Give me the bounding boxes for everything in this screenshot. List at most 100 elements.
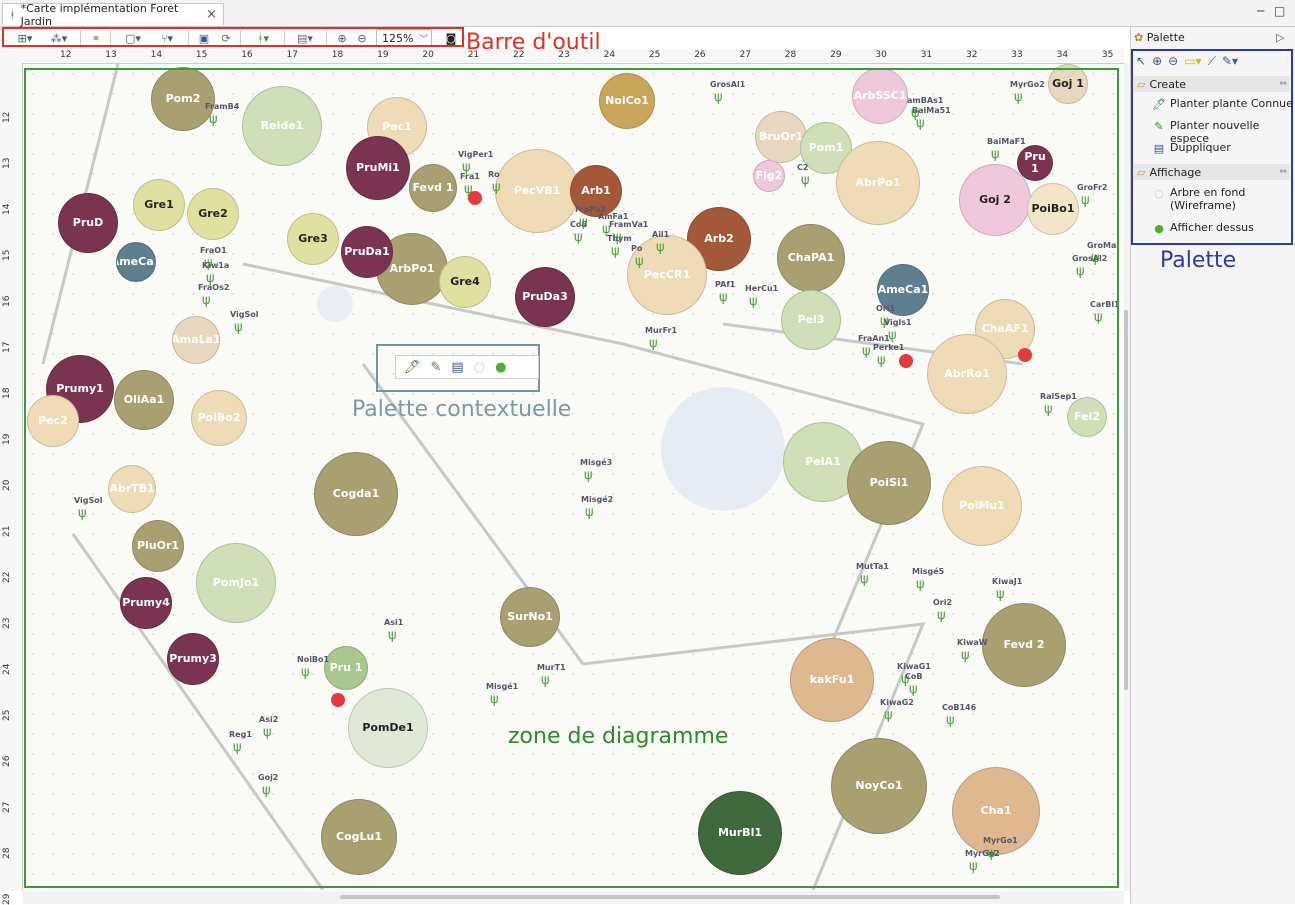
small-plant-label[interactable]: GroMa: [1087, 241, 1117, 250]
small-plant-label[interactable]: GroFr2: [1077, 183, 1108, 192]
small-plant-label[interactable]: Asi2: [259, 715, 279, 724]
small-plant-label[interactable]: Po: [631, 244, 643, 253]
small-plant-label[interactable]: NoiBo1: [297, 655, 330, 664]
refresh-icon[interactable]: ⟳: [221, 31, 231, 45]
plant-node[interactable]: PomJo1: [196, 543, 276, 623]
camera-icon[interactable]: ◙: [445, 31, 457, 45]
plant-node[interactable]: Fevd 1: [409, 164, 457, 212]
plant-node[interactable]: kakFu1: [790, 638, 874, 722]
small-plant-label[interactable]: Reg1: [229, 730, 252, 739]
small-plant-label[interactable]: MyrGo2: [1010, 80, 1045, 89]
plant-node[interactable]: BruOr1: [755, 111, 807, 163]
plant-node[interactable]: AmeCa1: [877, 264, 929, 316]
plant-node[interactable]: Fevd 2: [982, 603, 1066, 687]
plant-node[interactable]: PruD: [58, 193, 118, 253]
plant-node[interactable]: CogLu1: [321, 799, 397, 875]
plant-node[interactable]: Gre4: [439, 256, 491, 308]
plant-node[interactable]: AbrTB1: [108, 465, 156, 513]
plant-node[interactable]: PecCR1: [627, 235, 707, 315]
small-plant-label[interactable]: Misgé3: [580, 458, 613, 467]
plant-node[interactable]: NoyCo1: [831, 738, 927, 834]
small-plant-label[interactable]: FraAn1: [858, 334, 890, 343]
plant-node[interactable]: PruDa3: [515, 267, 575, 327]
plant-node[interactable]: Pei3: [781, 290, 841, 350]
plant-node[interactable]: MurBl1: [698, 791, 782, 875]
plant-node[interactable]: NoiCo1: [599, 73, 655, 129]
pin-icon[interactable]: ⇔: [1279, 79, 1287, 89]
plant-node[interactable]: PluOr1: [132, 520, 184, 572]
export-image-icon[interactable]: ▣: [198, 31, 210, 45]
small-plant-label[interactable]: CoB: [905, 672, 923, 681]
plant-node[interactable]: Pom2: [151, 67, 215, 131]
small-plant-label[interactable]: HerCu1: [745, 284, 779, 293]
small-plant-label[interactable]: Misgé5: [912, 567, 945, 576]
small-plant-label[interactable]: FramB4: [205, 102, 240, 111]
plant-node[interactable]: SurNo1: [500, 587, 560, 647]
plant-node[interactable]: Pru 1: [1017, 145, 1053, 181]
small-plant-label[interactable]: amBAs1: [907, 96, 944, 105]
small-plant-label[interactable]: BaiMa51: [912, 106, 951, 115]
plant-node[interactable]: PruDa1: [341, 226, 393, 278]
maximize-icon[interactable]: □: [1274, 4, 1286, 18]
small-plant-label[interactable]: KiwaJ1: [992, 577, 1023, 586]
plant-node[interactable]: PecVB1: [495, 149, 579, 233]
plant-node[interactable]: PruMi1: [346, 136, 410, 200]
palette-item-afficher-dessus[interactable]: ● Afficher dessus: [1152, 221, 1254, 235]
small-plant-label[interactable]: Fra1: [460, 172, 480, 181]
plant-node[interactable]: Fig2: [753, 160, 785, 192]
plant-node[interactable]: AmeCa2: [116, 242, 156, 282]
plant-node[interactable]: Arb1: [570, 165, 622, 217]
plant-known-icon[interactable]: 🖊: [404, 359, 421, 375]
small-plant-label[interactable]: Ori1: [876, 304, 896, 313]
plant-node[interactable]: ChaPA1: [777, 224, 845, 292]
small-plant-label[interactable]: Ori2: [933, 598, 953, 607]
small-plant-label[interactable]: MyrGo2: [965, 849, 1000, 858]
plant-node[interactable]: Prumy3: [167, 633, 219, 685]
small-plant-label[interactable]: VigSol: [74, 496, 103, 505]
plant-node[interactable]: Gre3: [287, 213, 339, 265]
link-icon[interactable]: ⚭: [91, 31, 101, 45]
palette-item-planter-nouvelle[interactable]: ✎ Planter nouvelle espece: [1152, 119, 1295, 145]
arrange-icon[interactable]: ⊞▾: [17, 31, 33, 45]
small-plant-label[interactable]: FraPa2: [575, 205, 606, 214]
small-plant-label[interactable]: Kiw1a: [202, 261, 230, 270]
connector-icon[interactable]: ⟋: [1207, 54, 1216, 68]
small-plant-label[interactable]: MyrGo1: [983, 836, 1018, 845]
show-on-top-icon[interactable]: ●: [495, 359, 507, 375]
small-plant-label[interactable]: Misgé1: [486, 682, 519, 691]
small-plant-label[interactable]: KiwaW: [957, 638, 988, 647]
small-plant-label[interactable]: FraOs2: [198, 283, 230, 292]
small-plant-label[interactable]: BaiMaF1: [987, 137, 1026, 146]
plant-node[interactable]: Cha1: [952, 767, 1040, 855]
plant-node[interactable]: Pru 1: [324, 646, 368, 690]
plant-node[interactable]: ArbSSC1: [852, 68, 908, 124]
small-plant-label[interactable]: CarBl1: [1090, 300, 1120, 309]
plant-node[interactable]: AbrPo1: [836, 141, 920, 225]
small-plant-label[interactable]: FramVa1: [609, 220, 649, 229]
plant-node[interactable]: Goj 1: [1048, 64, 1088, 104]
small-plant-label[interactable]: VigSol: [230, 310, 259, 319]
layout-icon[interactable]: ᚼ▾: [256, 31, 270, 45]
small-plant-label[interactable]: AmFa1: [598, 212, 629, 221]
note-icon[interactable]: ▭▾: [1184, 54, 1202, 68]
collapse-arrow-icon[interactable]: ▷: [1276, 31, 1285, 44]
plant-node[interactable]: PoiMu1: [942, 466, 1022, 546]
small-plant-label[interactable]: Goj2: [258, 773, 279, 782]
zoom-in-icon[interactable]: ⊕: [337, 31, 347, 45]
drawer-create[interactable]: ▱ Create ⇔: [1134, 76, 1290, 92]
vertical-scroll-thumb[interactable]: [1124, 310, 1128, 690]
small-plant-label[interactable]: Misgé2: [581, 495, 614, 504]
plant-new-icon[interactable]: ✎: [430, 359, 442, 375]
small-plant-label[interactable]: MurT1: [537, 663, 566, 672]
drawer-affichage[interactable]: ▱ Affichage ⇔: [1134, 164, 1290, 180]
plant-node[interactable]: Cogda1: [314, 452, 398, 536]
small-plant-label[interactable]: Asi1: [384, 618, 404, 627]
plant-node[interactable]: OliAa1: [114, 370, 174, 430]
duplicate-icon[interactable]: ▤: [451, 359, 464, 375]
palette-item-duppliquer[interactable]: ▤ Duppliquer: [1152, 141, 1231, 155]
plant-node[interactable]: AbrRo1: [927, 334, 1007, 414]
small-plant-label[interactable]: CoB: [570, 220, 588, 229]
plant-node[interactable]: Gre1: [133, 179, 185, 231]
palette-item-wireframe[interactable]: ○ Arbre en fond (Wireframe): [1152, 186, 1272, 212]
pin-icon[interactable]: ⇔: [1279, 167, 1287, 177]
